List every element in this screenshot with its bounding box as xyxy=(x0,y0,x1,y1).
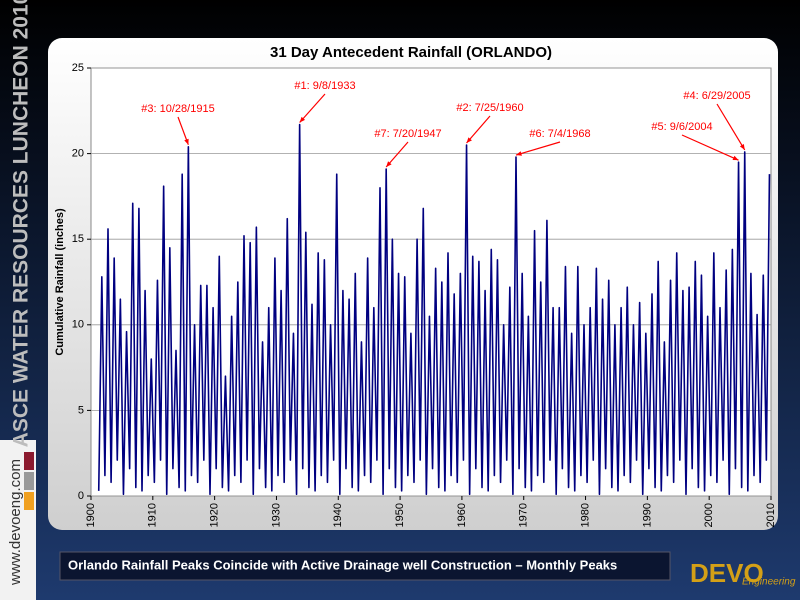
accent xyxy=(24,492,34,510)
annotation-label: #5: 9/6/2004 xyxy=(651,121,712,133)
x-tick-label: 1930 xyxy=(270,503,282,527)
x-tick-label: 2000 xyxy=(703,503,715,527)
x-tick-label: 1910 xyxy=(147,503,159,527)
y-tick-label: 25 xyxy=(72,62,84,74)
annotation-label: #6: 7/4/1968 xyxy=(529,128,590,140)
annotation-box xyxy=(649,119,715,134)
annotation-box xyxy=(454,100,526,115)
annotation-arrowhead xyxy=(386,161,392,168)
caption-bar xyxy=(59,551,671,581)
side-title: ASCE WATER RESOURCES LUNCHEON 2010 xyxy=(10,0,33,447)
x-tick-label: 1940 xyxy=(332,503,344,527)
annotation-label: #2: 7/25/1960 xyxy=(456,102,523,114)
x-tick-label: 1970 xyxy=(518,503,530,527)
y-tick-label: 15 xyxy=(72,233,84,245)
y-tick-label: 10 xyxy=(72,319,84,331)
website: www.devoeng.com xyxy=(7,459,24,586)
annotation-box xyxy=(139,101,217,116)
logo-sub: Engineering xyxy=(742,577,796,588)
x-tick-label: 2010 xyxy=(765,503,777,527)
annotation-box xyxy=(292,78,358,93)
annotation-box xyxy=(527,126,593,141)
chart-title: 31 Day Antecedent Rainfall (ORLANDO) xyxy=(270,44,552,61)
annotation-box xyxy=(681,88,753,103)
accent xyxy=(24,472,34,490)
y-tick-label: 0 xyxy=(78,490,84,502)
accent xyxy=(24,452,34,470)
annotation-arrowhead xyxy=(739,143,745,150)
annotation-arrow xyxy=(515,141,561,156)
x-tick-label: 1920 xyxy=(209,503,221,527)
x-tick-label: 1900 xyxy=(85,503,97,527)
annotation-arrow xyxy=(385,141,409,168)
y-axis-label: Cumulative Rainfall (inches) xyxy=(54,208,66,356)
annotation-label: #3: 10/28/1915 xyxy=(141,103,214,115)
annotation-label: #7: 7/20/1947 xyxy=(374,128,441,140)
annotation-label: #4: 6/29/2005 xyxy=(683,90,750,102)
annotation-arrowhead xyxy=(516,151,522,156)
caption: Orlando Rainfall Peaks Coincide with Act… xyxy=(68,557,617,572)
annotation-arrowhead xyxy=(466,137,472,144)
rainfall-line xyxy=(97,123,771,496)
x-tick-label: 1950 xyxy=(394,503,406,527)
annotation-label: #1: 9/8/1933 xyxy=(294,80,355,92)
annotation-box xyxy=(372,126,444,141)
annotation-arrowhead xyxy=(299,116,306,123)
chart: 31 Day Antecedent Rainfall (ORLANDO) Cum… xyxy=(54,44,777,528)
x-tick-label: 1960 xyxy=(456,503,468,527)
annotation-arrow xyxy=(299,93,326,123)
annotation-arrow xyxy=(466,115,491,144)
annotation-arrow xyxy=(681,134,739,161)
annotation-arrowhead xyxy=(732,155,739,161)
x-tick-label: 1990 xyxy=(641,503,653,527)
y-tick-label: 20 xyxy=(72,148,84,160)
y-tick-label: 5 xyxy=(78,404,84,416)
annotation-arrow xyxy=(716,103,746,151)
logo: DEVO xyxy=(690,558,764,588)
x-tick-label: 1980 xyxy=(579,503,591,527)
annotation-arrowhead xyxy=(184,138,189,145)
